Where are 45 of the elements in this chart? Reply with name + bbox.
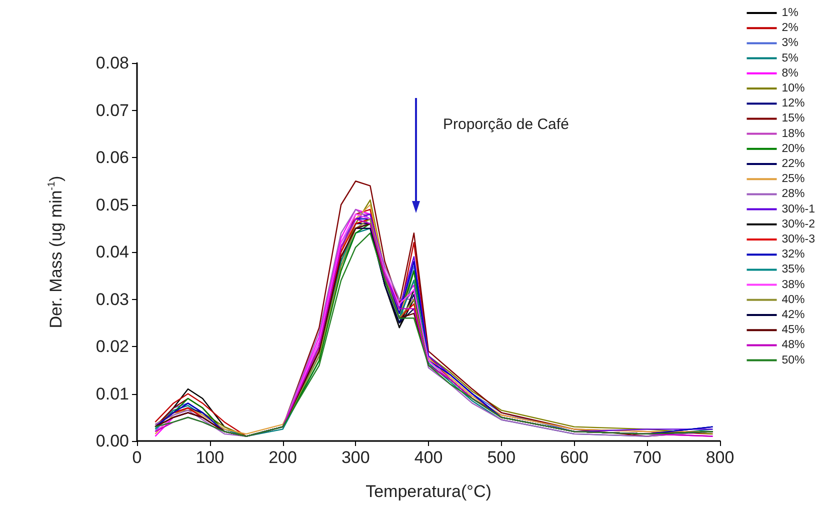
legend-label: 22% xyxy=(782,158,805,170)
legend-label: 50% xyxy=(782,354,805,366)
y-tick-label: 0.07 xyxy=(96,100,129,120)
x-tick-label: 200 xyxy=(268,448,297,467)
x-tick-label: 100 xyxy=(196,448,224,467)
y-tick-label: 0.02 xyxy=(96,337,129,356)
legend-label: 28% xyxy=(782,188,805,200)
legend-label: 2% xyxy=(782,22,798,34)
legend-label: 15% xyxy=(782,112,805,125)
legend-label: 5% xyxy=(782,52,798,64)
legend-label: 45% xyxy=(782,324,805,336)
legend-label: 42% xyxy=(782,309,805,321)
y-tick-label: 0.06 xyxy=(96,148,129,167)
legend-label: 48% xyxy=(782,339,805,352)
legend-label: 40% xyxy=(782,294,805,306)
legend-label: 32% xyxy=(782,248,805,261)
legend-label: 12% xyxy=(782,98,805,110)
x-axis-title: Temperatura(°C) xyxy=(366,482,492,501)
legend-label: 20% xyxy=(782,142,805,155)
legend-label: 30%-1 xyxy=(782,203,816,216)
legend-label: 35% xyxy=(782,264,805,276)
x-tick-label: 600 xyxy=(560,448,588,467)
x-tick-label: 300 xyxy=(341,448,370,467)
x-tick-label: 800 xyxy=(706,448,734,467)
legend-label: 30%-2 xyxy=(782,218,816,230)
y-tick-label: 0.00 xyxy=(96,432,129,450)
x-tick-label: 500 xyxy=(487,448,516,467)
legend-label: 18% xyxy=(782,128,805,140)
legend-label: 1% xyxy=(782,7,798,19)
legend-label: 10% xyxy=(782,82,805,94)
x-tick-label: 0 xyxy=(132,448,142,467)
legend-label: 38% xyxy=(782,278,805,291)
x-tick-label: 700 xyxy=(632,448,662,467)
y-axis-title: Der. Mass (ug min-1) xyxy=(46,176,66,328)
y-tick-label: 0.03 xyxy=(96,290,129,309)
legend-label: 3% xyxy=(782,37,798,50)
y-tick-label: 0.05 xyxy=(96,195,129,214)
annotation: Proporção de Café xyxy=(443,116,569,133)
y-tick-label: 0.08 xyxy=(96,54,129,72)
x-tick-label: 400 xyxy=(414,448,443,467)
legend-label: 8% xyxy=(782,67,798,80)
y-tick-label: 0.04 xyxy=(96,242,129,262)
legend-label: 25% xyxy=(782,173,805,186)
legend-label: 30%-3 xyxy=(782,234,816,246)
y-tick-label: 0.01 xyxy=(96,384,129,404)
